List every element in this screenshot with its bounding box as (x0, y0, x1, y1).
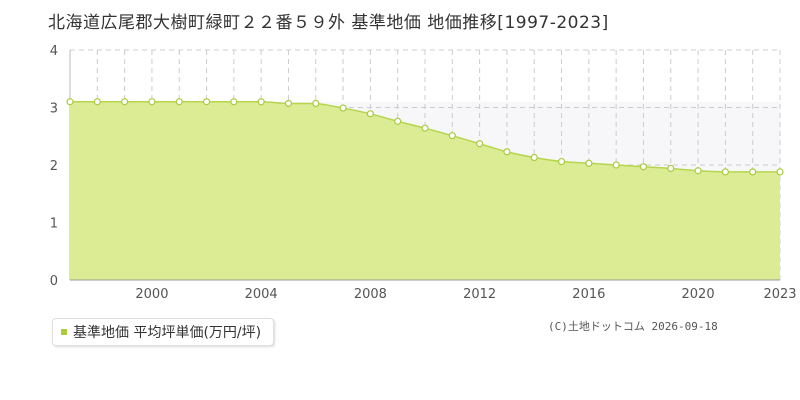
data-point[interactable] (93, 98, 101, 106)
data-point[interactable] (148, 98, 156, 106)
x-tick-label: 2020 (682, 287, 715, 302)
data-point[interactable] (202, 98, 211, 106)
data-point[interactable] (175, 98, 183, 106)
data-point[interactable] (230, 98, 238, 106)
data-point[interactable] (257, 98, 265, 106)
y-tick-label: 4 (50, 44, 58, 59)
data-point[interactable] (476, 140, 484, 148)
data-point[interactable] (421, 124, 429, 132)
data-point[interactable] (667, 164, 675, 173)
data-point[interactable] (394, 117, 402, 125)
data-point[interactable] (721, 168, 729, 176)
data-point[interactable] (776, 168, 784, 176)
data-point[interactable] (312, 99, 320, 108)
data-points (66, 98, 784, 176)
data-point[interactable] (284, 99, 293, 108)
data-point[interactable] (694, 167, 702, 175)
x-tick-label: 2023 (763, 287, 796, 302)
data-point[interactable] (639, 163, 648, 171)
x-tick-label: 2012 (463, 287, 496, 302)
data-point[interactable] (121, 98, 129, 106)
credit-text: (C)土地ドットコム 2026-09-18 (548, 320, 718, 333)
data-point[interactable] (585, 159, 593, 167)
x-tick-label: 2008 (354, 287, 387, 302)
data-point[interactable] (749, 168, 757, 176)
x-tick-label: 2000 (135, 287, 168, 302)
legend-label: 基準地価 平均坪単価(万円/坪) (73, 325, 262, 341)
data-point[interactable] (530, 153, 538, 162)
data-point[interactable] (557, 157, 566, 166)
legend-swatch (61, 329, 67, 335)
data-point[interactable] (612, 161, 620, 169)
y-tick-label: 0 (50, 274, 58, 289)
data-point[interactable] (503, 148, 511, 156)
y-tick-label: 1 (50, 217, 58, 232)
data-point[interactable] (366, 110, 374, 118)
legend: 基準地価 平均坪単価(万円/坪) (52, 318, 275, 346)
chart-title: 北海道広尾郡大樹町緑町２２番５９外 基準地価 地価推移[1997-2023] (48, 13, 609, 33)
y-tick-label: 3 (50, 102, 58, 117)
data-area (70, 101, 780, 280)
x-axis-ticks: 2000 2004 2008 2012 2016 2020 2023 (135, 287, 796, 302)
x-tick-label: 2004 (245, 287, 278, 302)
y-axis-ticks: 0 1 2 3 4 (50, 44, 58, 289)
data-point[interactable] (339, 104, 347, 112)
data-point[interactable] (66, 98, 74, 106)
y-tick-label: 2 (50, 159, 58, 174)
data-point[interactable] (448, 132, 456, 140)
x-tick-label: 2016 (572, 287, 605, 302)
